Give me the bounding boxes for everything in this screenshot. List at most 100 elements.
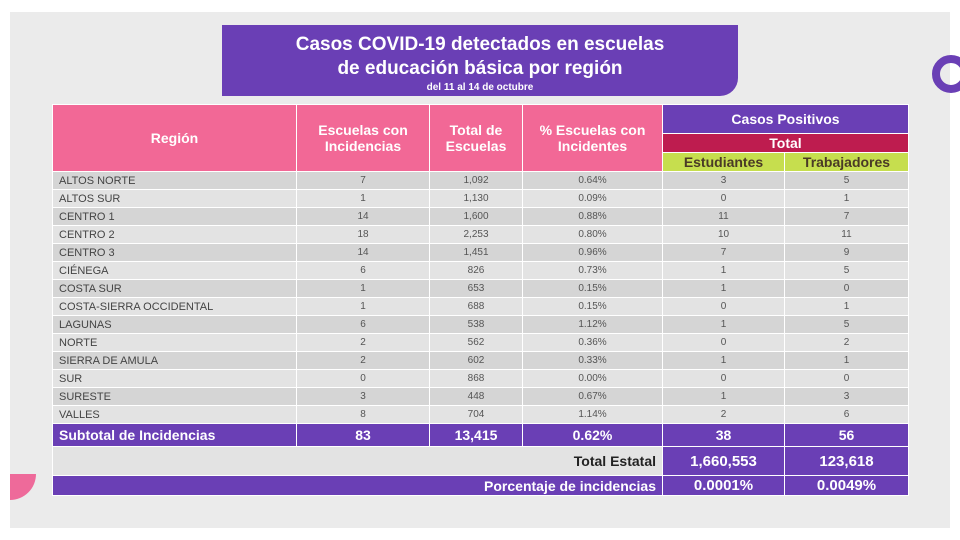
cell-trabajadores: 1 <box>784 351 909 370</box>
title-line-1: Casos COVID-19 detectados en escuelas <box>295 34 665 55</box>
cell-total: 1,130 <box>429 189 523 208</box>
cell-region: NORTE <box>52 333 297 352</box>
cell-pct: 0.36% <box>522 333 663 352</box>
cell-region: ALTOS SUR <box>52 189 297 208</box>
cell-estudiantes: 7 <box>662 243 785 262</box>
header-escuelas-incidencias: Escuelas con Incidencias <box>296 104 430 172</box>
cell-pct: 0.33% <box>522 351 663 370</box>
cell-region: SIERRA DE AMULA <box>52 351 297 370</box>
header-trabajadores: Trabajadores <box>784 152 909 172</box>
cell-total: 826 <box>429 261 523 280</box>
subtotal-pct: 0.62% <box>522 423 663 447</box>
subtotal-escuelas: 83 <box>296 423 430 447</box>
total-estatal-estudiantes: 1,660,553 <box>662 446 785 476</box>
title-line-2: de educación básica por región <box>337 58 623 79</box>
header-region: Región <box>52 104 297 172</box>
cell-total: 868 <box>429 369 523 388</box>
cell-total: 688 <box>429 297 523 316</box>
cell-region: CENTRO 3 <box>52 243 297 262</box>
decorative-ring <box>932 55 960 93</box>
table-row: CENTRO 3 14 1,451 0.96% 7 9 <box>52 243 909 262</box>
total-estatal-trabajadores: 123,618 <box>784 446 909 476</box>
subtotal-label: Subtotal de Incidencias <box>52 423 297 447</box>
cell-estudiantes: 10 <box>662 225 785 244</box>
cell-escuelas: 6 <box>296 315 430 334</box>
cell-pct: 0.96% <box>522 243 663 262</box>
cell-pct: 0.15% <box>522 297 663 316</box>
cell-estudiantes: 0 <box>662 189 785 208</box>
subtotal-estudiantes: 38 <box>662 423 785 447</box>
cell-escuelas: 14 <box>296 243 430 262</box>
cell-escuelas: 6 <box>296 261 430 280</box>
cell-total: 1,600 <box>429 207 523 226</box>
cell-escuelas: 2 <box>296 351 430 370</box>
table-row: ALTOS NORTE 7 1,092 0.64% 3 5 <box>52 171 909 190</box>
cell-estudiantes: 0 <box>662 369 785 388</box>
cell-estudiantes: 0 <box>662 333 785 352</box>
cell-estudiantes: 2 <box>662 405 785 424</box>
cell-escuelas: 1 <box>296 189 430 208</box>
cell-trabajadores: 0 <box>784 279 909 298</box>
cell-pct: 0.88% <box>522 207 663 226</box>
cell-pct: 0.67% <box>522 387 663 406</box>
cell-region: COSTA-SIERRA OCCIDENTAL <box>52 297 297 316</box>
cell-pct: 1.12% <box>522 315 663 334</box>
cell-trabajadores: 11 <box>784 225 909 244</box>
cell-estudiantes: 1 <box>662 261 785 280</box>
cell-pct: 0.64% <box>522 171 663 190</box>
cell-region: CENTRO 2 <box>52 225 297 244</box>
cell-region: CENTRO 1 <box>52 207 297 226</box>
cell-estudiantes: 1 <box>662 279 785 298</box>
total-estatal-label: Total Estatal <box>52 446 663 476</box>
cell-total: 2,253 <box>429 225 523 244</box>
cell-total: 602 <box>429 351 523 370</box>
subtotal-trabajadores: 56 <box>784 423 909 447</box>
cell-escuelas: 8 <box>296 405 430 424</box>
table-row: SIERRA DE AMULA 2 602 0.33% 1 1 <box>52 351 909 370</box>
cell-region: SUR <box>52 369 297 388</box>
table-row: CENTRO 2 18 2,253 0.80% 10 11 <box>52 225 909 244</box>
cell-estudiantes: 11 <box>662 207 785 226</box>
porcentaje-estudiantes: 0.0001% <box>662 475 785 496</box>
porcentaje-trabajadores: 0.0049% <box>784 475 909 496</box>
cell-region: COSTA SUR <box>52 279 297 298</box>
cell-trabajadores: 1 <box>784 189 909 208</box>
cell-region: ALTOS NORTE <box>52 171 297 190</box>
cell-pct: 0.73% <box>522 261 663 280</box>
header-total-escuelas: Total de Escuelas <box>429 104 523 172</box>
table-row: COSTA-SIERRA OCCIDENTAL 1 688 0.15% 0 1 <box>52 297 909 316</box>
cell-escuelas: 1 <box>296 297 430 316</box>
cell-trabajadores: 5 <box>784 171 909 190</box>
table-row: SURESTE 3 448 0.67% 1 3 <box>52 387 909 406</box>
cases-table: Región Escuelas con Incidencias Total de… <box>52 104 909 496</box>
cell-pct: 1.14% <box>522 405 663 424</box>
header-pct-escuelas: % Escuelas con Incidentes <box>522 104 663 172</box>
cell-escuelas: 2 <box>296 333 430 352</box>
total-estatal-row: Total Estatal 1,660,553 123,618 <box>52 446 909 476</box>
cell-escuelas: 3 <box>296 387 430 406</box>
cell-estudiantes: 0 <box>662 297 785 316</box>
page-subtitle: del 11 al 14 de octubre <box>426 82 534 93</box>
table-row: CIÉNEGA 6 826 0.73% 1 5 <box>52 261 909 280</box>
cell-estudiantes: 1 <box>662 351 785 370</box>
cell-pct: 0.80% <box>522 225 663 244</box>
table-row: SUR 0 868 0.00% 0 0 <box>52 369 909 388</box>
table-row: VALLES 8 704 1.14% 2 6 <box>52 405 909 424</box>
table-row: LAGUNAS 6 538 1.12% 1 5 <box>52 315 909 334</box>
cell-estudiantes: 1 <box>662 387 785 406</box>
title-banner: Casos COVID-19 detectados en escuelas de… <box>222 25 738 96</box>
page-title: Casos COVID-19 detectados en escuelas de… <box>222 33 738 81</box>
cell-total: 562 <box>429 333 523 352</box>
cell-pct: 0.09% <box>522 189 663 208</box>
cell-region: LAGUNAS <box>52 315 297 334</box>
cell-escuelas: 18 <box>296 225 430 244</box>
cell-region: VALLES <box>52 405 297 424</box>
cell-region: CIÉNEGA <box>52 261 297 280</box>
cell-trabajadores: 3 <box>784 387 909 406</box>
table-row: CENTRO 1 14 1,600 0.88% 11 7 <box>52 207 909 226</box>
cell-trabajadores: 9 <box>784 243 909 262</box>
cell-trabajadores: 5 <box>784 315 909 334</box>
subtotal-total: 13,415 <box>429 423 523 447</box>
table-row: ALTOS SUR 1 1,130 0.09% 0 1 <box>52 189 909 208</box>
cell-pct: 0.15% <box>522 279 663 298</box>
